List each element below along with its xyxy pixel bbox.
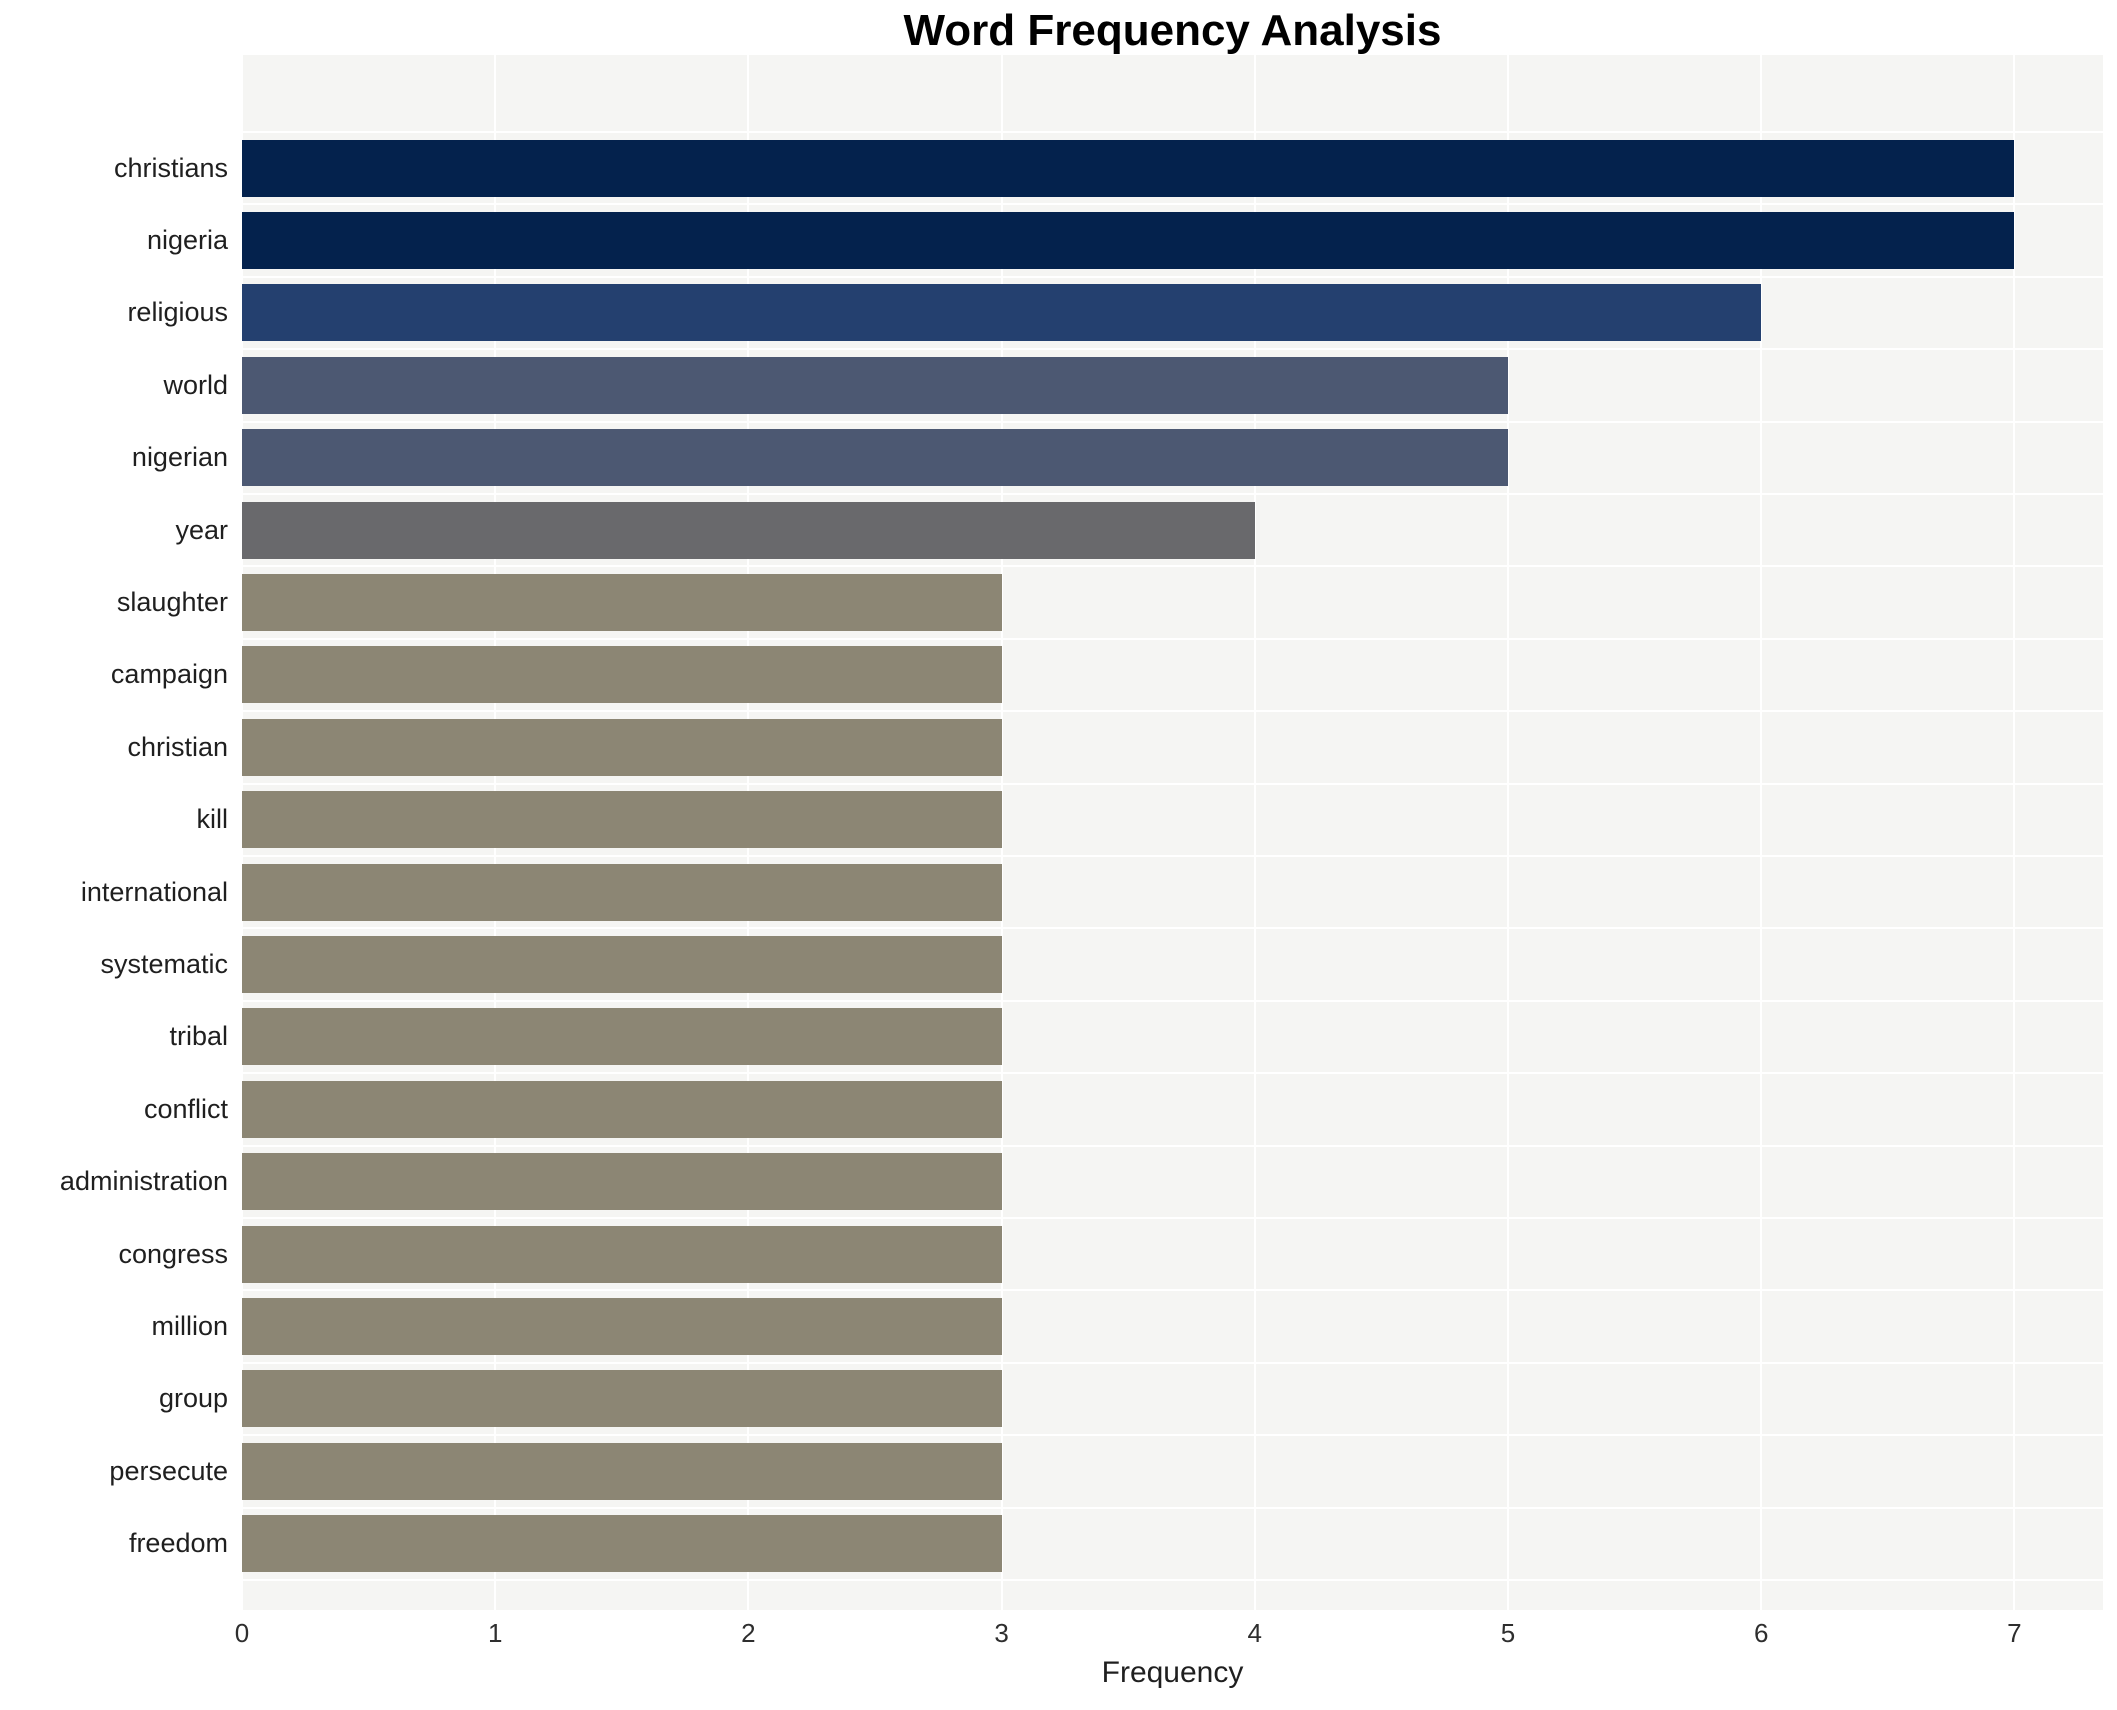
frequency-bar — [242, 1225, 1002, 1283]
category-label: kill — [196, 804, 229, 835]
bar-row: year — [0, 494, 2117, 566]
grid-line-horizontal — [242, 348, 2103, 351]
frequency-bar — [242, 936, 1002, 994]
x-tick-label: 2 — [741, 1618, 756, 1648]
grid-line-horizontal — [242, 275, 2103, 278]
bar-row: nigerian — [0, 422, 2117, 494]
x-tick-label: 6 — [1753, 1618, 1769, 1648]
grid-line-horizontal — [242, 1579, 2103, 1581]
frequency-bar — [242, 1442, 1002, 1500]
frequency-bar — [242, 718, 1002, 776]
frequency-bar — [242, 1008, 1002, 1066]
frequency-bar — [242, 212, 2015, 270]
category-label: group — [158, 1383, 228, 1414]
bar-row: persecute — [0, 1435, 2117, 1507]
category-label: congress — [118, 1238, 228, 1269]
grid-line-horizontal — [242, 203, 2103, 206]
grid-line-horizontal — [242, 1434, 2103, 1437]
grid-line-horizontal — [242, 782, 2103, 785]
grid-line-horizontal — [242, 1217, 2103, 1219]
frequency-bar — [242, 139, 2015, 197]
bar-row: religious — [0, 277, 2117, 349]
bar-row: congress — [0, 1218, 2117, 1290]
frequency-bar — [242, 1298, 1002, 1356]
grid-line-horizontal — [242, 710, 2103, 713]
frequency-bar — [242, 1153, 1002, 1211]
category-label: year — [175, 514, 228, 545]
frequency-bar — [242, 501, 1255, 559]
grid-line-vertical — [1253, 55, 1256, 1610]
chart-title: Word Frequency Analysis — [903, 6, 1442, 55]
bar-row: kill — [0, 784, 2117, 856]
bar-row: systematic — [0, 928, 2117, 1000]
grid-line-horizontal — [242, 565, 2103, 568]
category-label: nigeria — [146, 225, 228, 256]
frequency-bar — [242, 791, 1002, 849]
category-label: systematic — [100, 949, 228, 980]
bar-row: conflict — [0, 1073, 2117, 1145]
bar-row: administration — [0, 1146, 2117, 1218]
grid-line-horizontal — [242, 1289, 2103, 1292]
x-axis-title: Frequency — [1101, 1656, 1244, 1689]
category-label: world — [163, 369, 228, 400]
grid-line-vertical — [1506, 55, 1509, 1610]
frequency-bar — [242, 1370, 1002, 1428]
grid-line-horizontal — [242, 1072, 2103, 1075]
grid-line-vertical — [1760, 55, 1763, 1610]
bar-row: slaughter — [0, 566, 2117, 638]
bar-row: campaign — [0, 639, 2117, 711]
grid-line-vertical — [2013, 55, 2016, 1610]
category-label: tribal — [169, 1021, 228, 1052]
bar-row: christian — [0, 711, 2117, 783]
category-label: freedom — [128, 1528, 228, 1559]
bar-row: million — [0, 1290, 2117, 1362]
bar-row: nigeria — [0, 204, 2117, 276]
grid-line-horizontal — [242, 1506, 2103, 1509]
frequency-bar — [242, 1515, 1002, 1573]
frequency-bar — [242, 284, 1762, 342]
frequency-bar — [242, 646, 1002, 704]
category-label: slaughter — [116, 587, 228, 618]
frequency-bar — [242, 1080, 1002, 1138]
bar-row: world — [0, 349, 2117, 421]
grid-line-horizontal — [242, 1361, 2103, 1364]
category-label: administration — [59, 1166, 228, 1197]
category-label: christian — [127, 731, 228, 762]
grid-line-horizontal — [242, 927, 2103, 930]
grid-line-horizontal — [242, 1144, 2103, 1147]
frequency-bar — [242, 863, 1002, 921]
category-label: conflict — [143, 1093, 228, 1124]
x-tick-label: 3 — [994, 1618, 1009, 1648]
x-tick-label: 7 — [2007, 1618, 2022, 1648]
category-label: million — [151, 1311, 228, 1342]
bar-row: group — [0, 1363, 2117, 1435]
bar-row: international — [0, 856, 2117, 928]
grid-line-horizontal — [242, 637, 2103, 640]
bar-row: freedom — [0, 1508, 2117, 1580]
x-tick-label: 0 — [234, 1618, 250, 1648]
category-label: campaign — [110, 659, 228, 690]
x-tick-label: 1 — [487, 1618, 503, 1648]
grid-line-horizontal — [242, 999, 2103, 1002]
category-label: persecute — [109, 1455, 228, 1486]
category-label: religious — [127, 297, 228, 328]
frequency-bar — [242, 574, 1002, 632]
grid-line-horizontal — [242, 131, 2103, 133]
category-label: international — [80, 876, 228, 907]
category-label: christians — [113, 152, 228, 183]
bar-row: christians — [0, 132, 2117, 204]
bar-row: tribal — [0, 1001, 2117, 1073]
x-tick-label: 5 — [1500, 1618, 1516, 1648]
frequency-bar — [242, 356, 1508, 414]
x-tick-label: 4 — [1247, 1618, 1263, 1648]
frequency-bar — [242, 429, 1508, 487]
grid-line-horizontal — [242, 855, 2103, 857]
grid-line-vertical — [1000, 55, 1003, 1610]
grid-line-horizontal — [242, 420, 2103, 423]
grid-line-horizontal — [242, 493, 2103, 495]
category-label: nigerian — [131, 442, 228, 473]
